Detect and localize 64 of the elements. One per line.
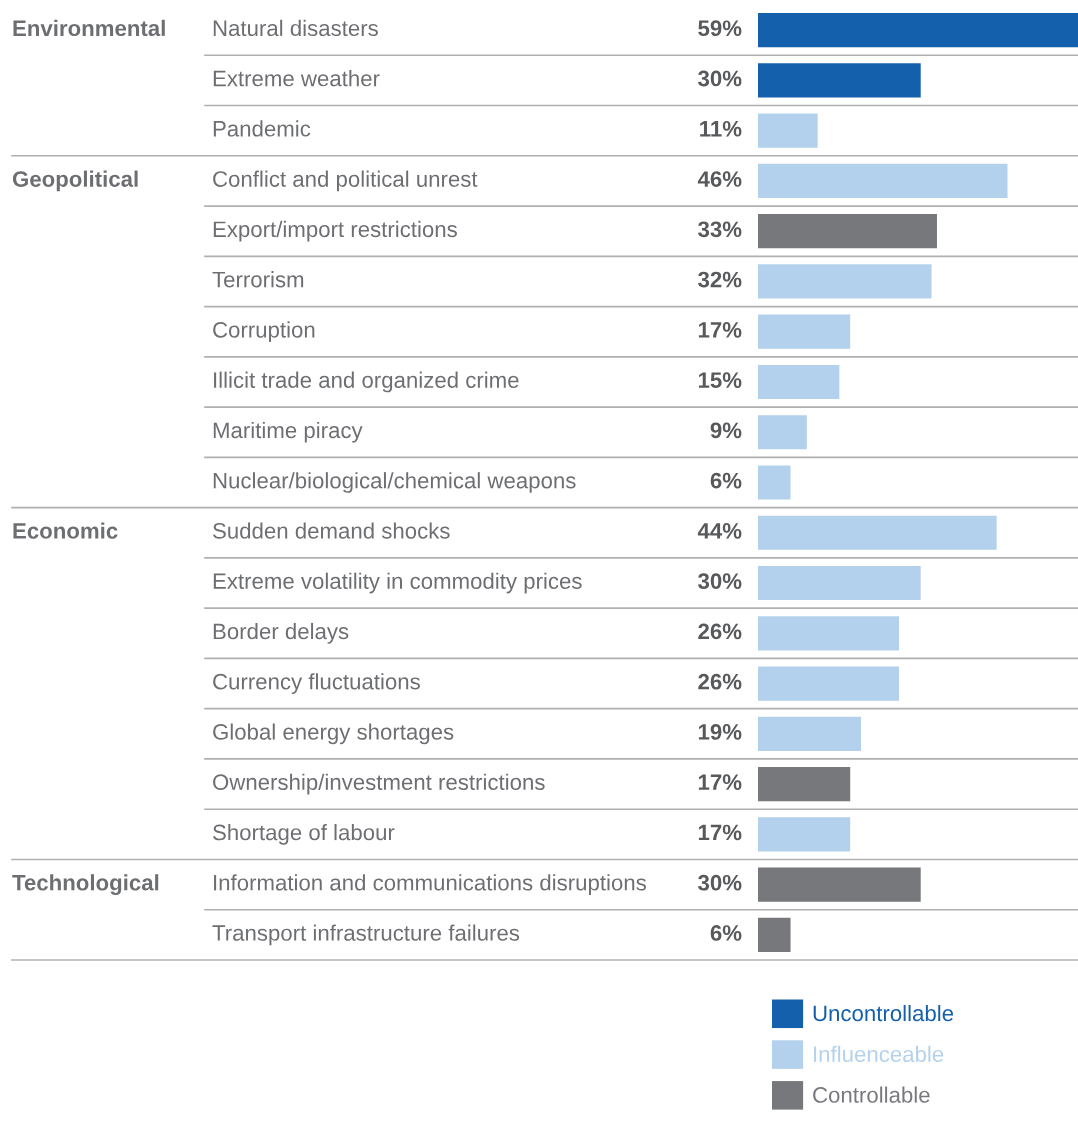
bar [758, 766, 851, 802]
y-tick-label: Natural disasters [213, 19, 378, 37]
bar [758, 867, 921, 902]
y-tick-label: Shortage of labour [213, 823, 395, 845]
data-label: 15% [698, 372, 742, 388]
data-label: 30% [698, 573, 742, 590]
text: Technological [12, 874, 159, 896]
bar [758, 817, 851, 852]
bar [758, 465, 791, 500]
bar [758, 364, 840, 400]
y-tick-label: Export/import restrictions [213, 220, 457, 242]
y-tick-label: Currency fluctuations [213, 673, 420, 694]
data-label: 6% [710, 925, 742, 941]
bar [758, 515, 997, 550]
bar [758, 264, 932, 299]
bar [758, 113, 818, 148]
data-label: 26% [698, 673, 742, 690]
data-label: 59% [698, 20, 742, 37]
bar [758, 716, 862, 751]
y-tick-label: Maritime piracy [213, 421, 363, 443]
data-label: 17% [698, 824, 742, 841]
data-label: 6% [710, 472, 742, 489]
data-label: 30% [698, 70, 742, 87]
legend-label: Controllable [813, 1086, 930, 1103]
bar [758, 163, 1008, 199]
y-tick-label: Extreme weather [213, 70, 380, 87]
y-tick-label: Information and communications disruptions [214, 874, 646, 895]
y-tick-label: Ownership/investment restrictions [213, 773, 545, 795]
text: Environmental [13, 19, 165, 37]
legend-label: Influenceable [814, 1045, 944, 1063]
data-label: 33% [698, 221, 742, 238]
data-label: 32% [698, 271, 742, 288]
data-label: 19% [698, 724, 742, 740]
data-label: 17% [698, 774, 742, 790]
y-tick-label: Nuclear/biological/chemical weapons [213, 472, 576, 493]
bar [758, 616, 900, 651]
bar [758, 565, 921, 601]
bar [758, 63, 921, 98]
text: Geopolitical [12, 170, 138, 192]
bar [758, 214, 937, 249]
data-label: 11% [700, 120, 742, 137]
y-tick-label: Pandemic [213, 120, 311, 137]
text: Economic [13, 522, 118, 539]
y-tick-label: Global energy shortages [213, 723, 454, 745]
bar [758, 666, 900, 701]
y-tick-label: Conflict and political unrest [213, 170, 478, 192]
bar [758, 13, 1078, 48]
legend-label: Uncontrollable [813, 1004, 954, 1022]
data-label: 17% [698, 322, 742, 338]
data-label: 26% [698, 623, 742, 640]
y-tick-label: Transport infrastructure failures [212, 924, 520, 946]
bar [758, 917, 791, 952]
y-tick-label: Border delays [213, 622, 349, 644]
data-label: 44% [697, 523, 742, 539]
bar [758, 314, 851, 349]
data-label: 9% [710, 422, 742, 439]
y-tick-label: Extreme volatility in commodity prices [213, 572, 582, 594]
data-label: 46% [697, 171, 742, 187]
data-label: 30% [698, 874, 742, 891]
y-tick-label: Terrorism [212, 271, 304, 288]
y-tick-label: Corruption [213, 321, 315, 343]
y-tick-label: Sudden demand shocks [213, 522, 450, 539]
bar [758, 415, 807, 450]
y-tick-label: Illicit trade and organized crime [214, 371, 519, 393]
